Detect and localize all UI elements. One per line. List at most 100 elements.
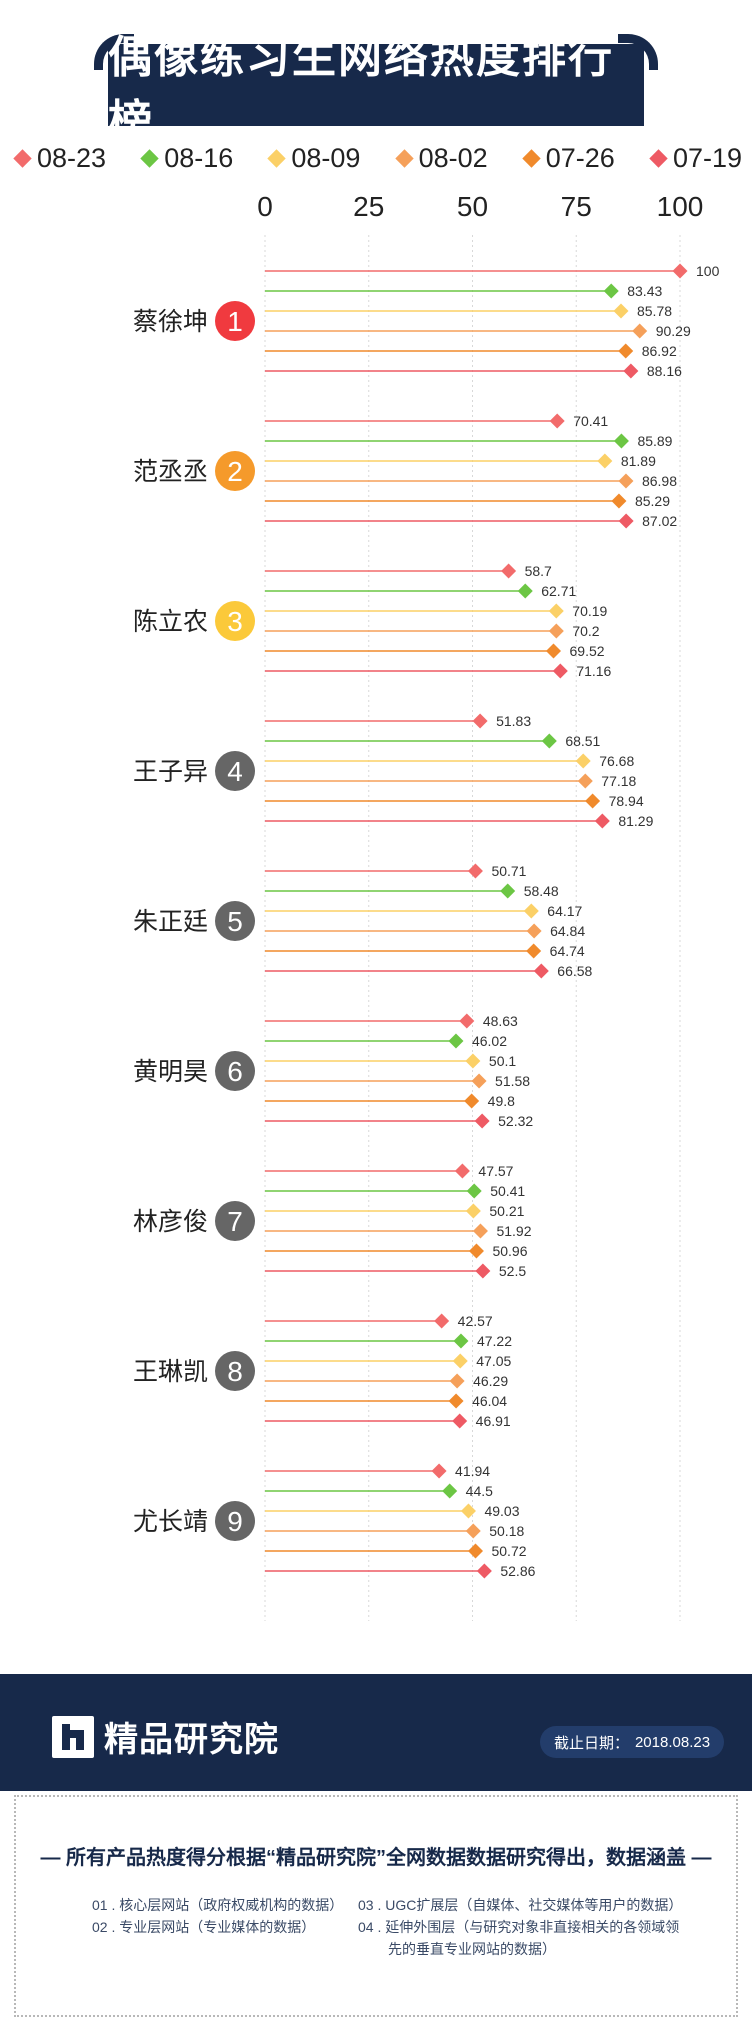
legend-label: 07-26 bbox=[545, 142, 615, 173]
data-label: 42.57 bbox=[458, 1313, 493, 1329]
data-label: 50.96 bbox=[492, 1243, 527, 1259]
data-label: 87.02 bbox=[642, 513, 677, 529]
category-label: 林彦俊 bbox=[133, 1208, 208, 1236]
data-label: 70.41 bbox=[573, 413, 608, 429]
data-point-marker bbox=[672, 263, 688, 279]
data-point-marker bbox=[454, 1163, 470, 1179]
title-curl-left bbox=[94, 34, 134, 70]
rank-number: 4 bbox=[227, 756, 243, 787]
data-point-marker bbox=[465, 1203, 481, 1219]
data-point-marker bbox=[467, 863, 483, 879]
category-label: 王琳凯 bbox=[133, 1358, 208, 1386]
data-point-marker bbox=[474, 1113, 490, 1129]
rank-badge bbox=[215, 901, 255, 941]
data-point-marker bbox=[464, 1093, 480, 1109]
data-point-marker bbox=[517, 583, 533, 599]
data-label: 77.18 bbox=[601, 773, 636, 789]
page-title: 偶像练习生网络热度排行榜 bbox=[108, 33, 614, 146]
note-item-04-cont: 先的垂直专业网站的数据） bbox=[388, 1941, 556, 1957]
data-label: 81.89 bbox=[621, 453, 656, 469]
data-point-marker bbox=[468, 1243, 484, 1259]
data-point-marker bbox=[541, 733, 557, 749]
data-label: 88.16 bbox=[647, 363, 682, 379]
data-label: 50.71 bbox=[491, 863, 526, 879]
data-label: 85.29 bbox=[635, 493, 670, 509]
x-tick-label: 0 bbox=[257, 191, 273, 222]
data-point-marker bbox=[501, 563, 517, 579]
legend-marker-icon bbox=[522, 148, 541, 168]
notes-headline: — 所有产品热度得分根据“精品研究院”全网数据数据研究得出，数据涵盖 — bbox=[40, 1847, 712, 1869]
data-point-marker bbox=[585, 793, 601, 809]
data-point-marker bbox=[618, 343, 634, 359]
data-point-marker bbox=[467, 1543, 483, 1559]
data-label: 81.29 bbox=[618, 813, 653, 829]
data-point-marker bbox=[466, 1183, 482, 1199]
data-label: 50.41 bbox=[490, 1183, 525, 1199]
data-label: 64.74 bbox=[550, 943, 585, 959]
legend-marker-icon bbox=[649, 148, 668, 168]
data-label: 51.92 bbox=[496, 1223, 531, 1239]
data-label: 85.78 bbox=[637, 303, 672, 319]
cutoff-date-label: 截止日期： bbox=[553, 1734, 629, 1752]
data-point-marker bbox=[618, 473, 634, 489]
data-point-marker bbox=[442, 1483, 458, 1499]
legend-label: 08-23 bbox=[37, 142, 107, 173]
data-point-marker bbox=[471, 1073, 487, 1089]
data-label: 51.58 bbox=[495, 1073, 530, 1089]
data-label: 46.04 bbox=[472, 1393, 507, 1409]
data-point-marker bbox=[475, 1263, 491, 1279]
data-point-marker bbox=[594, 813, 610, 829]
data-label: 70.19 bbox=[572, 603, 607, 619]
data-label: 50.72 bbox=[491, 1543, 526, 1559]
data-label: 48.63 bbox=[483, 1013, 518, 1029]
rank-badge bbox=[215, 1051, 255, 1091]
data-label: 50.18 bbox=[489, 1523, 524, 1539]
data-label: 90.29 bbox=[656, 323, 691, 339]
rank-badge bbox=[215, 451, 255, 491]
rank-number: 5 bbox=[227, 906, 243, 937]
category-label: 陈立农 bbox=[133, 608, 208, 636]
data-label: 46.29 bbox=[473, 1373, 508, 1389]
data-point-marker bbox=[476, 1563, 492, 1579]
rank-badge bbox=[215, 751, 255, 791]
data-label: 50.1 bbox=[489, 1053, 516, 1069]
data-point-marker bbox=[632, 323, 648, 339]
data-label: 86.98 bbox=[642, 473, 677, 489]
footer-band: 精品研究院 截止日期： 2018.08.23 bbox=[0, 1674, 752, 1791]
data-point-marker bbox=[613, 433, 629, 449]
data-point-marker bbox=[460, 1503, 476, 1519]
data-point-marker bbox=[603, 283, 619, 299]
data-label: 70.2 bbox=[572, 623, 599, 639]
data-label: 52.32 bbox=[498, 1113, 533, 1129]
data-label: 100 bbox=[696, 263, 720, 279]
x-tick-label: 100 bbox=[657, 191, 704, 222]
data-label: 46.91 bbox=[476, 1413, 511, 1429]
legend-label: 08-16 bbox=[164, 142, 234, 173]
x-tick-label: 25 bbox=[353, 191, 384, 222]
data-point-marker bbox=[548, 623, 564, 639]
cutoff-date-value: 2018.08.23 bbox=[634, 1733, 711, 1751]
legend-marker-icon bbox=[140, 148, 159, 168]
data-point-marker bbox=[613, 303, 629, 319]
category-label: 王子异 bbox=[133, 758, 208, 786]
rank-number: 7 bbox=[227, 1206, 243, 1237]
category-label: 黄明昊 bbox=[133, 1058, 208, 1086]
data-point-marker bbox=[453, 1333, 469, 1349]
data-label: 51.83 bbox=[496, 713, 531, 729]
rank-badge bbox=[215, 1501, 255, 1541]
data-point-marker bbox=[618, 513, 634, 529]
legend-label: 08-09 bbox=[291, 142, 361, 173]
data-point-marker bbox=[459, 1013, 475, 1029]
title-curl-right bbox=[618, 34, 658, 70]
data-label: 44.5 bbox=[466, 1483, 493, 1499]
category-label: 范丞丞 bbox=[133, 458, 208, 486]
brand-name: 精品研究院 bbox=[104, 1721, 279, 1759]
data-point-marker bbox=[448, 1033, 464, 1049]
legend-label: 08-02 bbox=[418, 142, 488, 173]
data-label: 64.84 bbox=[550, 923, 585, 939]
data-point-marker bbox=[434, 1313, 450, 1329]
data-label: 41.94 bbox=[455, 1463, 490, 1479]
data-label: 62.71 bbox=[541, 583, 576, 599]
rank-badge bbox=[215, 1201, 255, 1241]
cutoff-date-badge: 截止日期： 2018.08.23 bbox=[540, 1726, 724, 1758]
